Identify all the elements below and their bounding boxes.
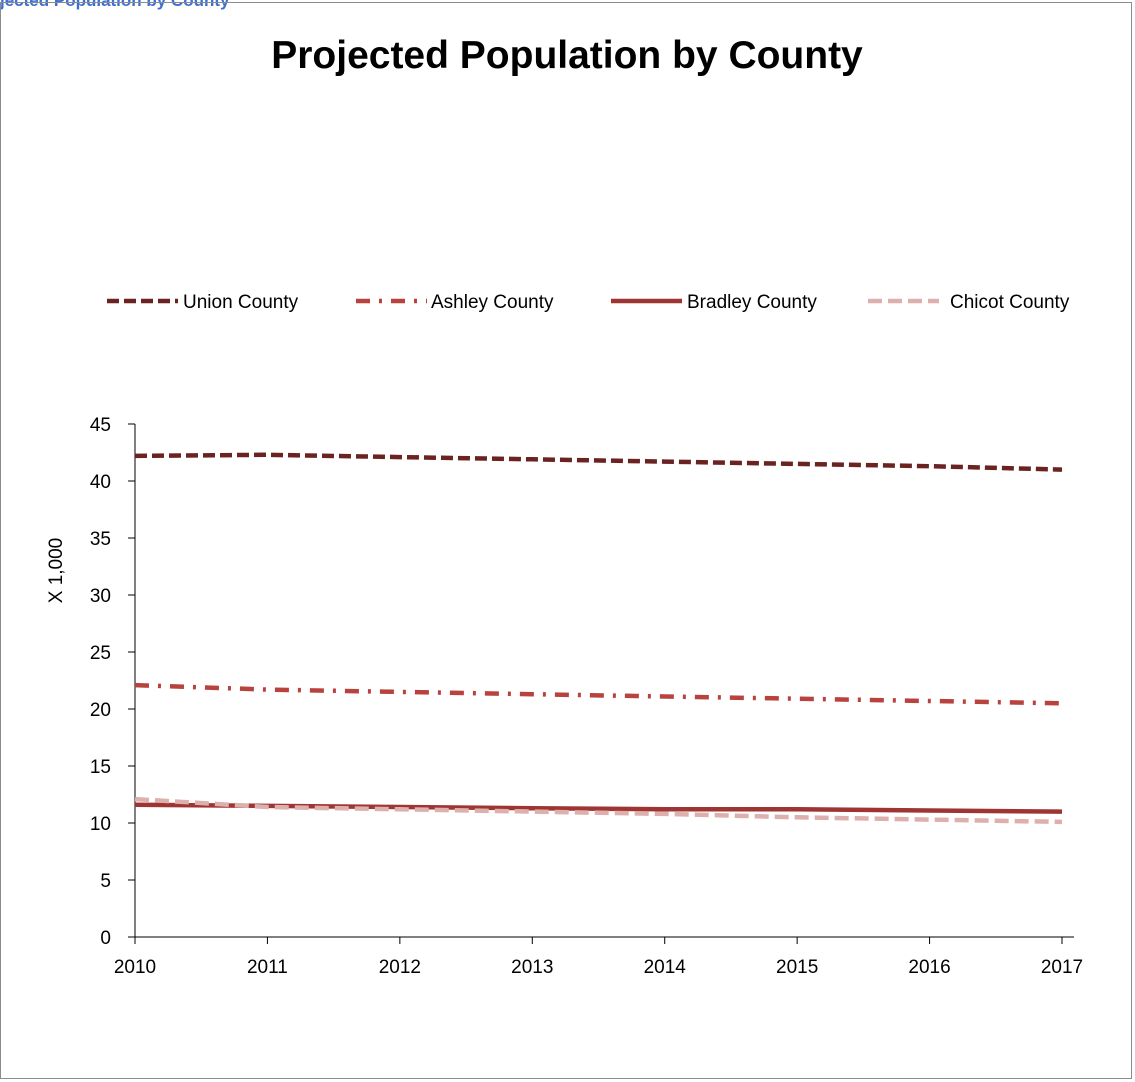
- chart-legend: Union County Ashley County Bradley County C…: [107, 292, 1070, 313]
- x-tick-label: 2012: [379, 957, 421, 978]
- y-tick-label: 25: [90, 643, 111, 664]
- legend-label: Bradley County: [687, 292, 817, 313]
- legend-label: Union County: [183, 292, 299, 313]
- y-tick-label: 45: [90, 415, 111, 436]
- x-tick-label: 2010: [114, 957, 156, 978]
- y-tick-label: 40: [90, 472, 111, 493]
- chart-title: Projected Population by County: [271, 34, 863, 77]
- series-line-chicot-county: [134, 796, 1063, 825]
- legend-label: Ashley County: [431, 292, 554, 313]
- series-line-union-county: [134, 452, 1063, 472]
- y-tick-label: 30: [90, 586, 111, 607]
- x-tick-label: 2016: [908, 957, 950, 978]
- series-line-ashley-county: [134, 682, 1063, 706]
- x-axis-ticks: 2010 2011 2012 2013 2014 2015 2016 2017: [114, 937, 1083, 978]
- x-tick-label: 2013: [511, 957, 553, 978]
- series-lines: [134, 452, 1063, 825]
- x-tick-label: 2014: [644, 957, 687, 978]
- y-tick-label: 5: [100, 871, 111, 892]
- y-tick-label: 20: [90, 700, 111, 721]
- y-tick-label: 35: [90, 529, 111, 550]
- top-caption: jected Population by County: [0, 0, 230, 10]
- y-axis-ticks: 0 5 10 15 20 25 30 35 40 45: [90, 415, 135, 949]
- y-tick-label: 15: [90, 757, 111, 778]
- y-axis-title: X 1,000: [46, 538, 67, 604]
- chart-axes: [134, 424, 1074, 938]
- y-tick-label: 0: [100, 928, 111, 949]
- y-tick-label: 10: [90, 814, 111, 835]
- x-tick-label: 2011: [247, 957, 288, 978]
- series-line-bradley-county: [134, 802, 1063, 814]
- x-tick-label: 2017: [1041, 957, 1083, 978]
- x-tick-label: 2015: [776, 957, 818, 978]
- legend-label: Chicot County: [950, 292, 1070, 313]
